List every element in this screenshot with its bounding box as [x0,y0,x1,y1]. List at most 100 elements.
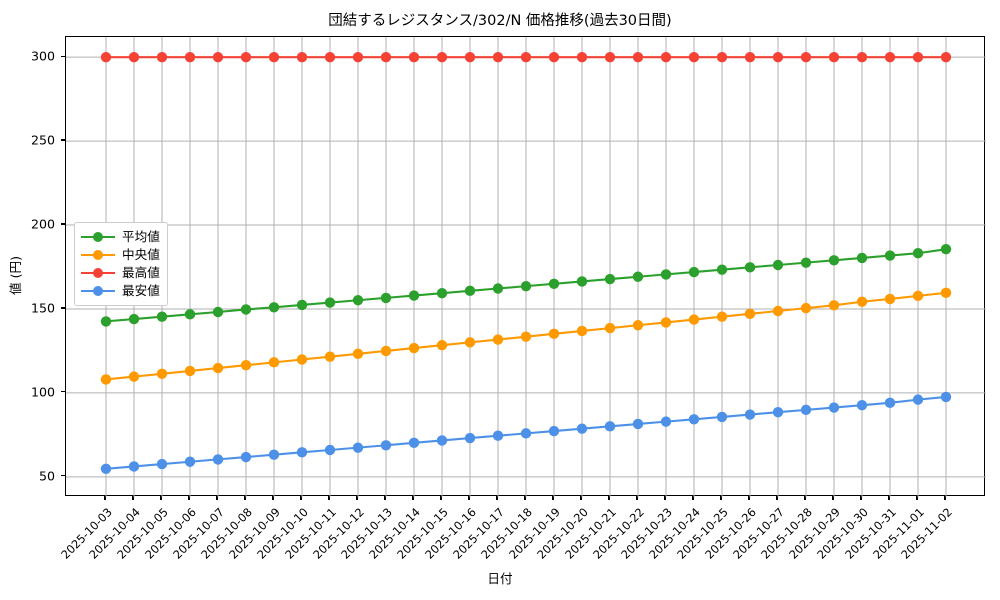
data-point [324,351,336,362]
plot-canvas [66,37,986,497]
data-point [380,51,392,63]
data-point [324,444,336,456]
data-point [548,425,560,437]
legend-item-2[interactable]: 最高値 [81,264,160,282]
data-point [184,309,196,320]
data-point [716,311,728,322]
x-tick-label: 2025-10-15 [394,505,451,562]
data-point [772,305,784,317]
data-point [884,51,896,63]
x-axis-label: 日付 [487,571,513,586]
data-point [772,407,784,418]
legend-item-3[interactable]: 最安値 [81,282,160,300]
data-point [688,314,700,325]
data-point [380,440,392,451]
data-point [240,360,252,371]
data-point [660,416,672,427]
data-point [520,428,532,439]
data-point [604,421,616,432]
data-point [240,451,252,463]
data-point [436,51,448,63]
data-point [576,423,588,434]
data-point [128,371,140,382]
data-point [268,302,280,313]
data-point [744,51,756,63]
data-point [632,271,644,282]
data-point [184,456,196,467]
y-axis-label: 値 (円) [8,255,24,296]
data-point [408,51,420,63]
data-point [464,51,476,63]
data-point [156,368,168,379]
y-tick-label: 300 [30,48,55,64]
data-point [576,325,588,337]
data-point [856,296,868,307]
x-tick-label: 2025-10-12 [310,505,367,562]
legend-swatch-icon [81,248,115,262]
x-tick-label: 2025-10-10 [254,505,311,562]
x-tick-label: 2025-10-23 [618,505,675,562]
data-point [492,51,504,63]
data-point [436,340,448,351]
data-point [240,51,252,63]
data-point [100,374,112,385]
data-point [548,51,560,63]
y-tick-label: 200 [30,216,55,232]
x-tick-label: 2025-10-03 [58,505,115,562]
x-tick-label: 2025-10-28 [758,505,815,562]
data-point [492,430,504,441]
data-point [940,391,952,403]
data-point [884,293,896,305]
x-tick-label: 2025-10-06 [142,505,199,562]
x-tick-label: 2025-10-08 [198,505,255,562]
data-point [156,311,168,322]
data-point [464,285,476,297]
data-point [940,244,952,255]
data-point [548,328,560,340]
data-point [800,404,812,416]
x-tick-label: 2025-10-16 [422,505,479,562]
data-point [464,337,476,348]
legend-label: 平均値 [122,229,160,244]
data-point [632,320,644,331]
data-point [688,414,700,425]
data-point [380,292,392,304]
data-point [576,51,588,63]
x-tick-label: 2025-10-11 [282,505,339,562]
x-tick-label: 2025-10-13 [338,505,395,562]
data-point [352,442,364,453]
y-tick-label: 250 [30,132,55,148]
data-point [436,435,448,446]
data-point [940,287,952,299]
data-point [744,308,756,320]
legend-label: 最安値 [122,283,160,298]
data-point [520,280,532,292]
legend-item-1[interactable]: 中央値 [81,246,160,264]
data-point [352,295,364,306]
data-point [520,331,532,342]
data-point [352,51,364,63]
data-point [604,51,616,63]
data-point [660,269,672,280]
data-point [800,257,812,268]
legend-label: 中央値 [122,247,160,262]
legend-label: 最高値 [122,265,160,280]
data-point [828,300,840,311]
data-point [184,51,196,63]
data-point [436,287,448,299]
data-point [128,51,140,63]
data-point [548,278,560,289]
data-point [604,273,616,285]
data-point [744,409,756,420]
data-point [884,250,896,261]
data-point [212,454,224,465]
data-point [268,357,280,368]
data-point [100,463,112,474]
data-point [744,262,756,273]
data-point [408,342,420,354]
data-point [212,362,224,374]
legend-item-0[interactable]: 平均値 [81,228,160,246]
x-tick-label: 2025-11-01 [870,505,927,562]
data-point [604,322,616,334]
